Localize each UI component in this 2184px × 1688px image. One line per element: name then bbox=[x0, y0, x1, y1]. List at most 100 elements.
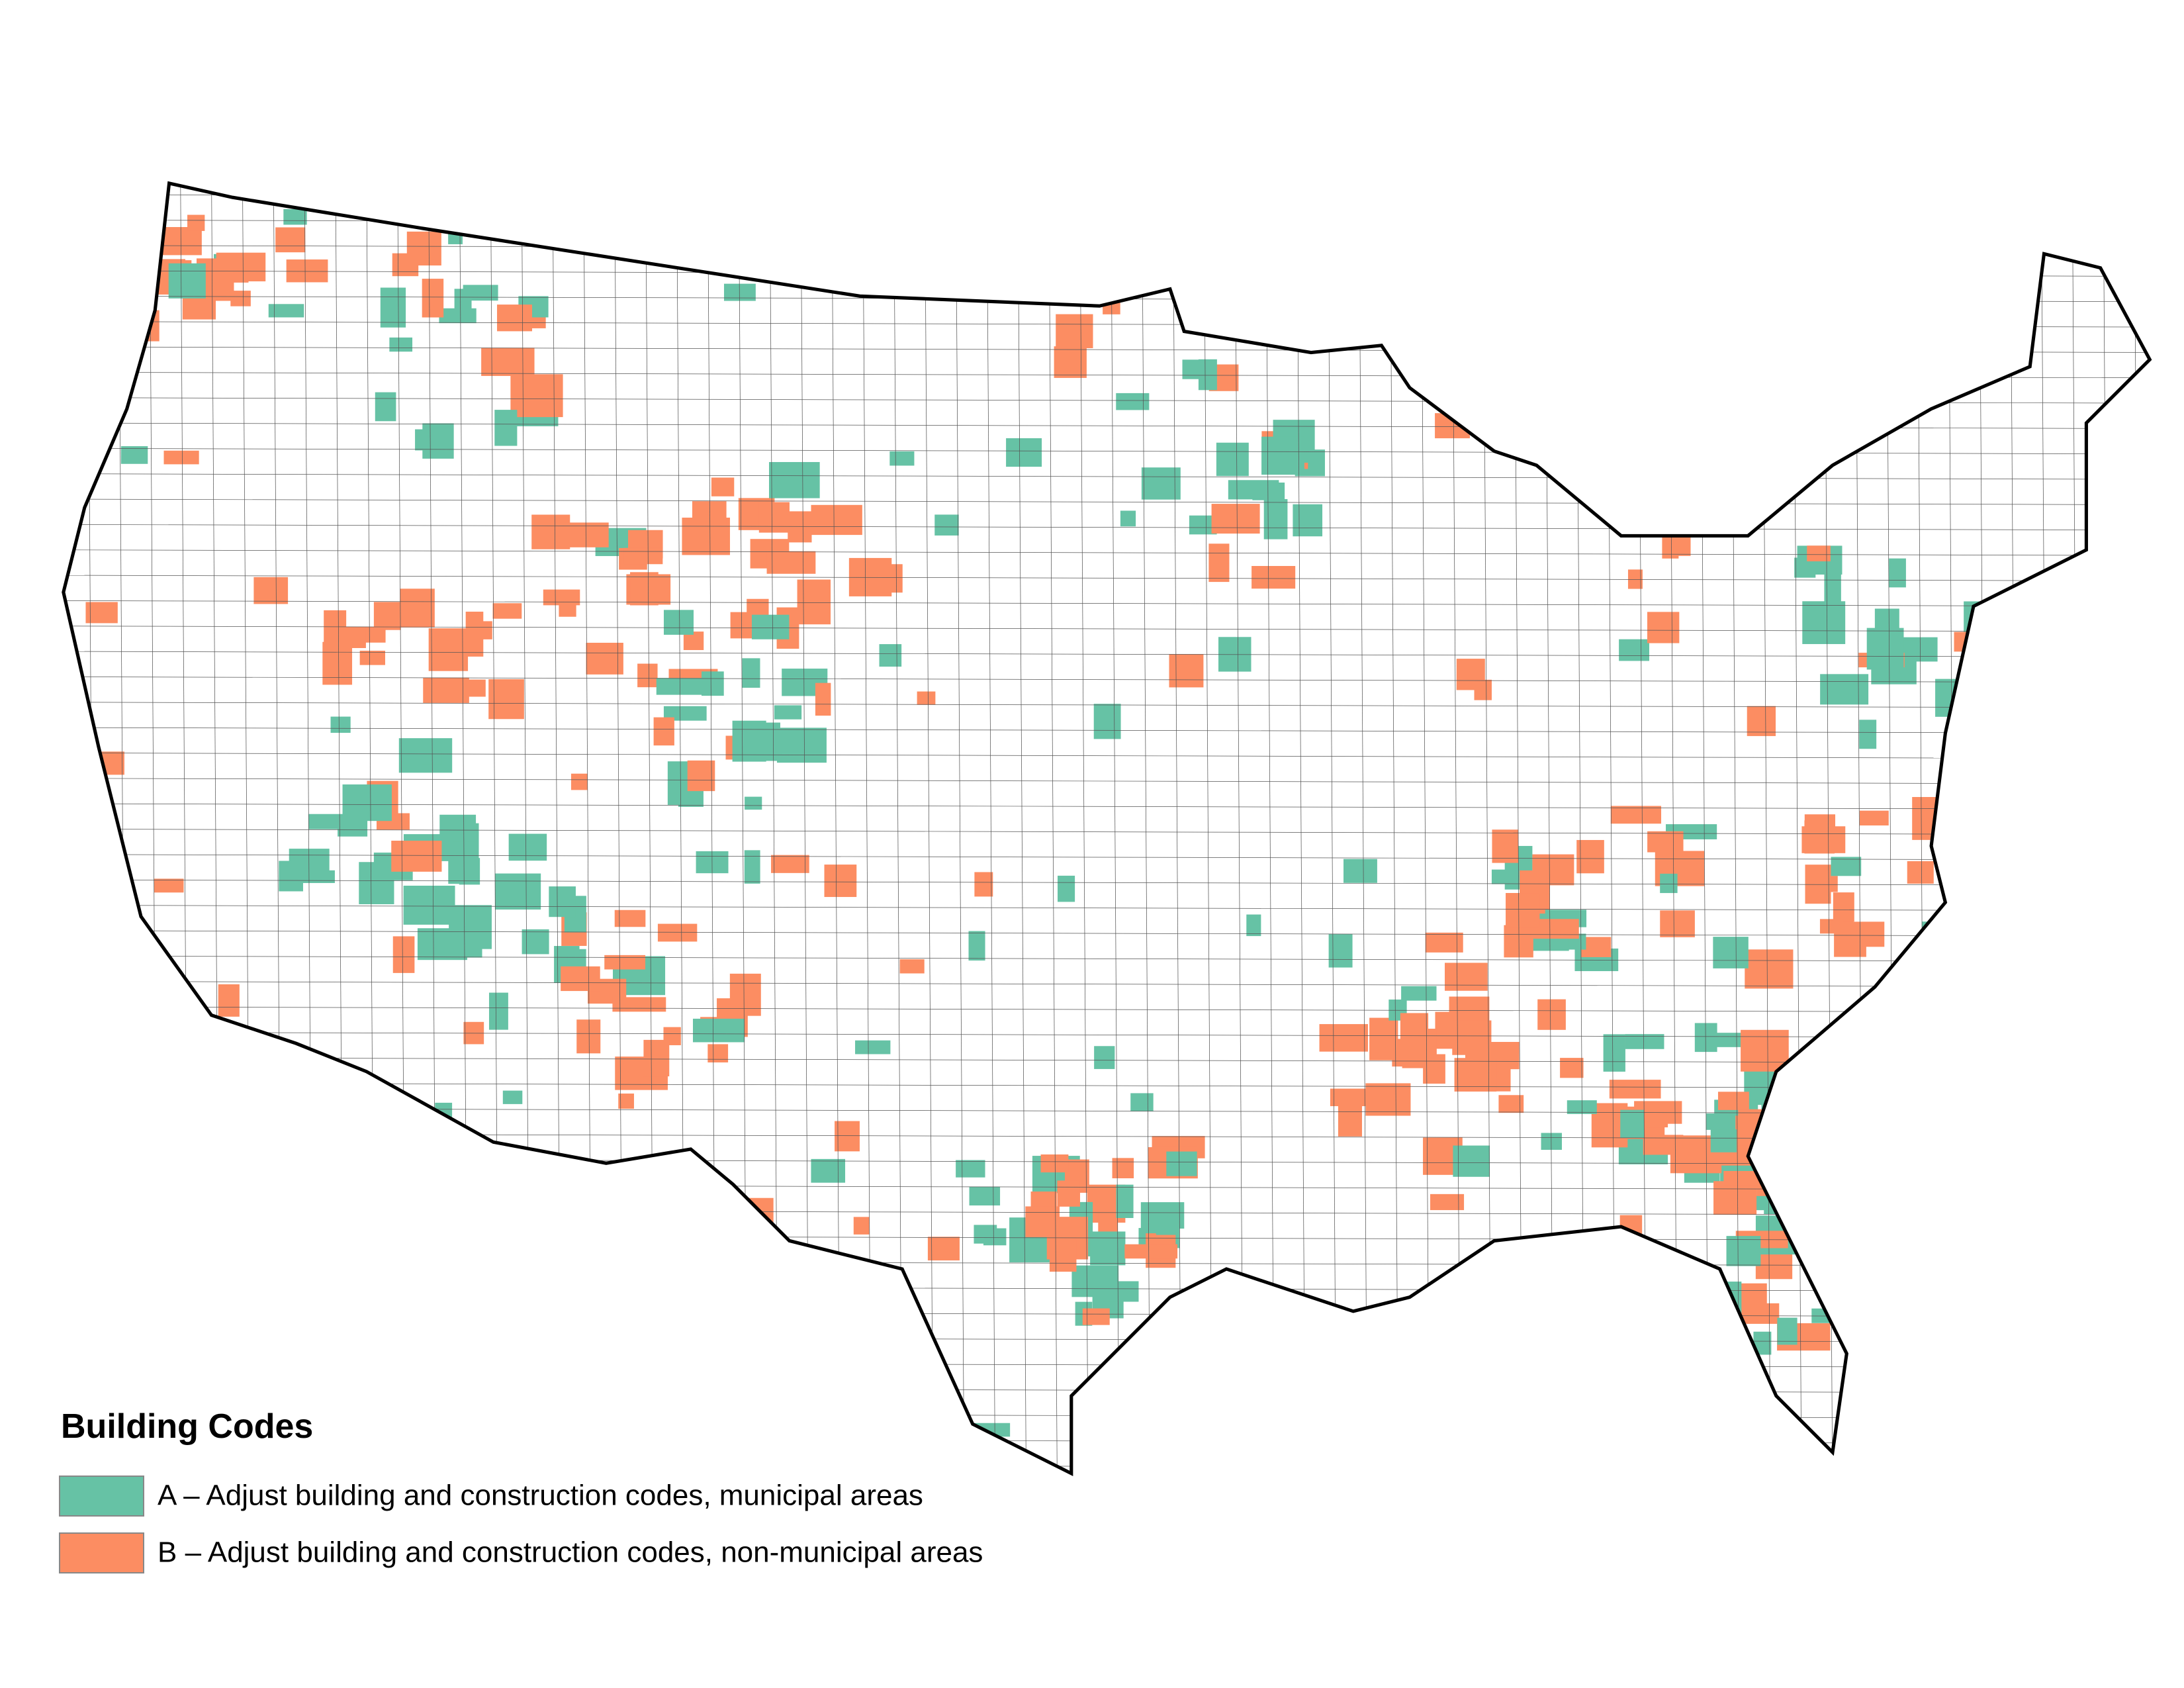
county-line bbox=[1389, 183, 1399, 1474]
county-fill bbox=[771, 855, 809, 873]
county-fill bbox=[1930, 1290, 1959, 1315]
county-fill bbox=[218, 984, 240, 1017]
county-fill bbox=[422, 279, 444, 318]
county-fill bbox=[612, 997, 666, 1012]
legend-title: Building Codes bbox=[61, 1407, 313, 1446]
map bbox=[56, 169, 2171, 1476]
county-line bbox=[1420, 183, 1430, 1474]
county-fill bbox=[1120, 510, 1136, 527]
county-fill bbox=[415, 429, 451, 451]
county-line bbox=[986, 183, 996, 1474]
county-line bbox=[800, 183, 809, 1474]
county-fill bbox=[1717, 1092, 1749, 1110]
county-fill bbox=[1619, 639, 1649, 661]
county-line bbox=[1606, 183, 1616, 1474]
county-fill bbox=[187, 214, 205, 231]
county-fill bbox=[1392, 1451, 1410, 1474]
county-fill bbox=[711, 477, 735, 496]
county-line bbox=[1265, 183, 1275, 1474]
county-fill bbox=[1627, 569, 1643, 589]
county-fill bbox=[1745, 949, 1794, 989]
county-fill bbox=[1313, 1314, 1334, 1335]
county-fill bbox=[1625, 1034, 1664, 1049]
county-fill bbox=[1820, 674, 1869, 705]
county-line bbox=[955, 183, 965, 1474]
county-fill bbox=[1609, 1080, 1661, 1099]
county-fill bbox=[889, 451, 915, 466]
county-fill bbox=[586, 643, 623, 675]
county-fills bbox=[85, 209, 2136, 1474]
county-fill bbox=[1869, 1029, 1903, 1055]
county-fill bbox=[1328, 934, 1353, 968]
county-fill bbox=[855, 1040, 891, 1055]
county-fill bbox=[1338, 1102, 1362, 1137]
county-fill bbox=[1090, 1231, 1126, 1266]
county-fill bbox=[275, 227, 306, 253]
county-fill bbox=[1966, 273, 1997, 293]
county-fill bbox=[1723, 1170, 1758, 1186]
county-fill bbox=[1603, 1034, 1625, 1072]
county-line bbox=[63, 1463, 2150, 1470]
county-fill bbox=[663, 1027, 681, 1045]
county-fill bbox=[1401, 986, 1437, 1001]
county-line bbox=[831, 183, 841, 1474]
county-fill bbox=[1130, 1093, 1154, 1111]
county-fill bbox=[1866, 628, 1904, 670]
county-fill bbox=[637, 663, 658, 688]
county-fill bbox=[1216, 442, 1249, 477]
county-fill bbox=[406, 231, 441, 266]
county-fill bbox=[1807, 545, 1831, 561]
county-line bbox=[1358, 183, 1368, 1474]
county-fill bbox=[1758, 1433, 1774, 1468]
county-fill bbox=[630, 572, 659, 606]
county-line bbox=[63, 1133, 2150, 1140]
county-fill bbox=[322, 641, 353, 685]
county-fill bbox=[702, 671, 724, 696]
county-line bbox=[56, 169, 2171, 175]
county-line bbox=[893, 183, 903, 1474]
county-line bbox=[180, 183, 189, 1474]
county-fill bbox=[107, 1190, 127, 1205]
county-fill bbox=[604, 955, 646, 970]
county-fill bbox=[380, 287, 406, 328]
county-fill bbox=[386, 1355, 402, 1380]
county-fill bbox=[1715, 1308, 1734, 1324]
county-fill bbox=[824, 865, 857, 898]
county-fill bbox=[1082, 1308, 1110, 1325]
county-fill bbox=[508, 833, 547, 861]
county-fill bbox=[1833, 892, 1854, 922]
county-line bbox=[1234, 183, 1244, 1474]
county-fill bbox=[1156, 1217, 1178, 1235]
county-line bbox=[63, 1362, 2150, 1368]
county-fill bbox=[1355, 1441, 1390, 1464]
county-line bbox=[63, 702, 2150, 708]
county-fill bbox=[956, 1160, 985, 1178]
county-fill bbox=[561, 966, 600, 992]
county-fill bbox=[2091, 1089, 2124, 1110]
county-fill bbox=[154, 878, 184, 893]
county-fill bbox=[1865, 1201, 1887, 1217]
county-fill bbox=[391, 841, 442, 872]
county-line bbox=[63, 397, 2150, 404]
county-fill bbox=[459, 858, 480, 885]
county-fill bbox=[463, 285, 498, 301]
county-line bbox=[583, 183, 592, 1474]
county-fill bbox=[2009, 1321, 2039, 1355]
county-fill bbox=[1713, 937, 1749, 968]
county-fill bbox=[1846, 1205, 1893, 1243]
county-fill bbox=[693, 1018, 745, 1043]
county-fill bbox=[1662, 536, 1679, 559]
county-fill bbox=[1293, 504, 1323, 537]
county-fill bbox=[1112, 1158, 1134, 1179]
county-line bbox=[862, 183, 872, 1474]
county-fill bbox=[1710, 1129, 1737, 1152]
county-fill bbox=[494, 873, 541, 910]
county-line bbox=[366, 183, 375, 1474]
county-fill bbox=[1169, 654, 1204, 688]
county-fill bbox=[643, 1039, 670, 1077]
county-fill bbox=[1372, 1093, 1397, 1115]
county-fill bbox=[663, 706, 707, 721]
county-fill bbox=[389, 337, 413, 352]
county-fill bbox=[85, 602, 118, 624]
county-fill bbox=[1107, 1399, 1126, 1419]
